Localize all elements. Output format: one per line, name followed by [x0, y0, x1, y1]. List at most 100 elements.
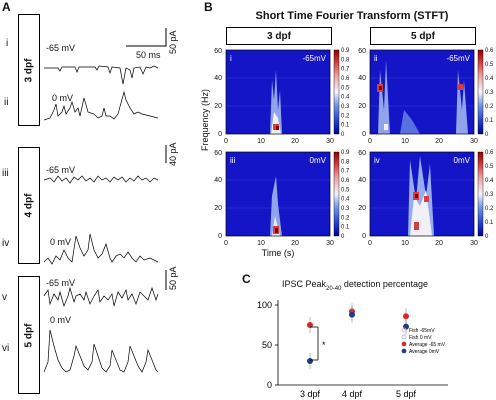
scalebar-1 [126, 28, 167, 47]
group-box-3dpf: 3 dpf [18, 14, 40, 126]
colorbar-left-tick: 0.4 [341, 197, 350, 203]
colorbar-left-tick: 0.5 [341, 85, 350, 91]
colorbar-ii [477, 49, 484, 135]
panel-c-title-pre: IPSC Peak [282, 279, 327, 289]
ytick-i-60: 60 [214, 48, 222, 55]
c-average-point [349, 311, 355, 318]
ytick-iii-40: 40 [214, 177, 222, 184]
xtick-i-20: 20 [291, 138, 299, 145]
c-legend-label: Fish -65mV [409, 328, 435, 334]
voltage-label-iii: -65 mV [46, 165, 76, 175]
colorbar-ticks-right: 0 0.1 0.2 0.3 0.4 0.5 0.6 0 0.1 0.2 0.3 0.4 0.5 0.6 [485, 48, 494, 240]
trace-label-vi: vi [2, 343, 10, 354]
ytick-iv-60: 60 [358, 150, 366, 157]
colorbar-right-tick: 0.1 [485, 118, 494, 124]
xtick-iv-0: 0 [368, 240, 372, 247]
xtick-iii-30: 30 [326, 240, 334, 247]
sub-volt-iii: 0mV [310, 156, 327, 165]
ytick-i-40: 40 [214, 75, 222, 82]
xtick-ii-30: 30 [470, 138, 478, 145]
c-xtick-label: 3 dpf [300, 389, 321, 399]
sub-roman-ii: ii [374, 54, 378, 63]
trace-label-v: v [2, 292, 7, 303]
xtick-iii-0: 0 [224, 240, 228, 247]
voltage-label-iv: 0 mV [50, 237, 72, 247]
colorbar-iii [333, 151, 340, 237]
ytick-iii-60: 60 [214, 150, 222, 157]
colorbar-left-tick: 0.9 [341, 150, 350, 156]
colorbar-right-tick: 0.6 [485, 150, 494, 156]
colorbar-right-tick: 0.3 [485, 192, 494, 198]
ytick-ii-40: 40 [358, 75, 366, 82]
ytick-iv-20: 20 [358, 205, 366, 212]
colorbar-left-tick: 0.3 [341, 206, 350, 212]
c-legend-label: Average -65 mV [409, 342, 446, 348]
c-ytick-label: 100 [257, 300, 272, 310]
xtick-i-30: 30 [326, 138, 334, 145]
xtick-ii-0: 0 [368, 138, 372, 145]
colorbar-left-tick: 0.8 [341, 159, 350, 165]
xtick-ii-10: 10 [401, 138, 409, 145]
scalebar-time-label: 50 ms [136, 50, 161, 60]
ytick-ii-20: 20 [358, 103, 366, 110]
colorbar-left-tick: 0.9 [341, 48, 350, 54]
sub-volt-iv: 0mV [454, 156, 471, 165]
trace-ii [43, 90, 159, 121]
colorbar-iv [477, 151, 484, 237]
ytick-ii-60: 60 [358, 48, 366, 55]
c-xtick-label: 4 dpf [342, 389, 363, 399]
trace-v [43, 286, 159, 308]
xtick-iii-10: 10 [257, 240, 265, 247]
sub-roman-i: i [230, 54, 232, 63]
c-legend-label: Fish 0 mV [409, 335, 432, 341]
panel-c-label: C [242, 272, 251, 286]
colorbar-left-tick: 0 [341, 132, 345, 138]
spectrogram-iii [226, 152, 330, 236]
colorbar-left-tick: 0.2 [341, 215, 350, 221]
c-average-point [307, 322, 313, 328]
voltage-label-i: -65 mV [46, 43, 76, 53]
c-legend-marker [401, 334, 407, 340]
trace-vi [43, 329, 159, 373]
colorbar-ticks-left: 0 0.1 0.2 0.3 0.4 0.5 0.6 0.7 0.8 0.9 0 0.1 0.2 0.3 0.… [341, 48, 350, 240]
voltage-label-vi: 0 mV [50, 315, 72, 325]
colorbar-right-tick: 0.2 [485, 104, 494, 110]
trace-i [44, 65, 159, 85]
c-legend-label: Average 0mV [409, 349, 440, 355]
sub-volt-ii: -65mV [446, 54, 470, 63]
panel-a-label: A [2, 0, 11, 14]
ytick-iii-20: 20 [214, 205, 222, 212]
colorbar-right-tick: 0.2 [485, 206, 494, 212]
colorbar-right-tick: 0.5 [485, 62, 494, 68]
colorbar-left-tick: 0.7 [341, 169, 350, 175]
colorbar-right-tick: 0.3 [485, 90, 494, 96]
panel-b-label: B [204, 0, 213, 14]
colorbar-right-tick: 0.6 [485, 48, 494, 54]
colorbar-left-tick: 0.4 [341, 95, 350, 101]
c-ytick-label: 50 [262, 340, 272, 350]
c-xtick-label: 5 dpf [396, 389, 417, 399]
ytick-i-0: 0 [218, 131, 222, 138]
ytick-ii-0: 0 [362, 131, 366, 138]
sub-volt-i: -65mV [302, 54, 326, 63]
colorbar-left-tick: 0.2 [341, 113, 350, 119]
colorbar-left-tick: 0.7 [341, 67, 350, 73]
xtick-ii-20: 20 [435, 138, 443, 145]
xtick-i-10: 10 [257, 138, 265, 145]
panel-c-title-sub: 20-40 [326, 285, 342, 292]
c-average-point [403, 313, 409, 320]
colorbar-left-tick: 0.5 [341, 187, 350, 193]
colorbar-right-tick: 0.4 [485, 76, 494, 82]
ytick-iv-0: 0 [362, 233, 366, 240]
xtick-i-0: 0 [224, 138, 228, 145]
colorbar-right-tick: 0.4 [485, 178, 494, 184]
xtick-iv-20: 20 [435, 240, 443, 247]
trace-label-ii: ii [4, 97, 9, 108]
colorbar-right-tick: 0 [485, 132, 489, 138]
sub-roman-iv: iv [374, 156, 380, 165]
colorbar-left-tick: 0.1 [341, 225, 350, 231]
spectrogram-ii [370, 50, 474, 134]
colorbar-right-tick: 0 [485, 234, 489, 240]
